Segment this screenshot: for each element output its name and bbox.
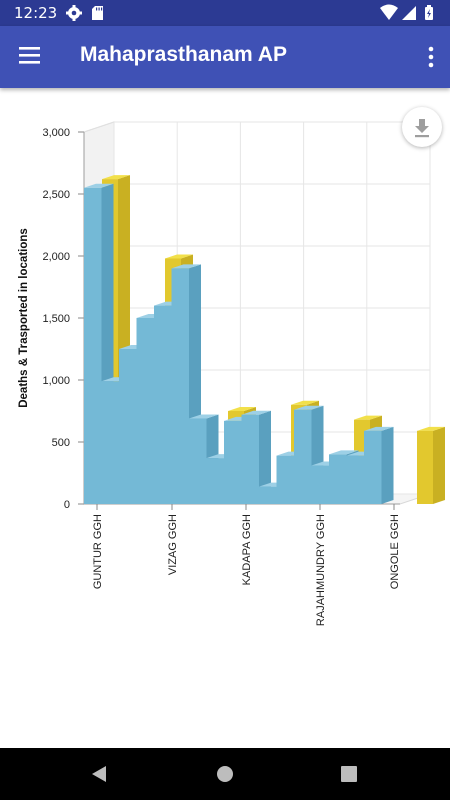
x-tick-label: VIZAG GGH (167, 514, 179, 575)
status-icons-left (66, 4, 106, 27)
download-button[interactable] (402, 107, 442, 147)
bar-series1 (276, 455, 294, 504)
bar-series1-side (259, 410, 271, 504)
status-time: 12:23 (14, 4, 58, 22)
bar-series2-top (354, 415, 382, 420)
bar-series2-top (417, 426, 445, 431)
bar-series2-side (433, 426, 445, 504)
settings-icon (66, 5, 82, 21)
status-icons-right (380, 4, 440, 27)
bar-series2 (417, 430, 433, 504)
bar-series2-top (165, 254, 193, 259)
y-axis-title: Deaths & Trasported in locations (18, 228, 30, 408)
bar-series1 (311, 465, 329, 504)
bar-series1 (171, 268, 189, 504)
gridline-diag (83, 121, 115, 133)
app-bar: Mahaprasthanam AP (0, 26, 450, 88)
bar-series2-top (102, 175, 130, 180)
bar-series1 (119, 349, 137, 504)
menu-icon[interactable] (18, 46, 42, 66)
bar-series1-side (381, 426, 394, 504)
bar-series1 (259, 486, 277, 504)
y-tick-label: 1,500 (42, 313, 70, 325)
bar-chart: 0 500 1,000 1,500 2,000 2,500 3,000 Deaths & Tr… (18, 121, 445, 626)
bar-series1 (241, 414, 259, 504)
bar-series1-top (364, 426, 394, 431)
bar-series1 (189, 418, 207, 504)
y-tick-label: 500 (52, 437, 70, 449)
bar-series1 (101, 381, 119, 504)
bar-series1-top (241, 410, 271, 415)
bar-series1 (206, 458, 224, 504)
x-tick-label: GUNTUR GGH (92, 514, 104, 589)
nav-bar (0, 748, 450, 800)
y-tick-label: 3,000 (42, 127, 70, 139)
recents-icon[interactable] (341, 766, 357, 782)
bar-series2-top (291, 400, 319, 405)
home-icon[interactable] (217, 766, 233, 782)
y-tick-label: 2,000 (42, 251, 70, 263)
bar-series1-top (84, 183, 114, 188)
battery-icon (425, 5, 433, 20)
y-tick-label: 0 (64, 499, 70, 511)
wifi-icon (380, 4, 398, 20)
download-icon (415, 119, 429, 138)
x-tick-label: KADAPA GGH (241, 514, 253, 585)
bar-series1 (329, 454, 347, 504)
bar-series1 (294, 409, 312, 504)
bar-series2-top (228, 407, 256, 411)
x-tick-label: ONGOLE GGH (389, 514, 401, 589)
bar-series1-top (329, 450, 359, 455)
bar-series1-top (294, 405, 324, 410)
bar-series1 (364, 430, 382, 504)
more-vert-icon[interactable] (426, 46, 436, 68)
x-tick-label: RAJAHMUNDRY GGH (315, 514, 327, 626)
bar-series1 (84, 187, 102, 505)
bar-series1 (154, 305, 172, 504)
y-tick-label: 2,500 (42, 189, 70, 201)
app-title: Mahaprasthanam AP (80, 43, 287, 66)
chart-area: 0 500 1,000 1,500 2,000 2,500 3,000 Deaths & Tr… (0, 88, 450, 748)
bar-series1-top (189, 414, 219, 419)
signal-icon (402, 6, 416, 20)
back-icon[interactable] (92, 766, 106, 782)
bar-series1-top (171, 264, 201, 269)
sd-card-icon (92, 6, 103, 20)
bar-series1 (224, 420, 242, 504)
bar-series1 (136, 318, 154, 504)
y-tick-label: 1,000 (42, 375, 70, 387)
status-bar: 12:23 (0, 0, 450, 26)
bar-series1 (346, 455, 364, 504)
